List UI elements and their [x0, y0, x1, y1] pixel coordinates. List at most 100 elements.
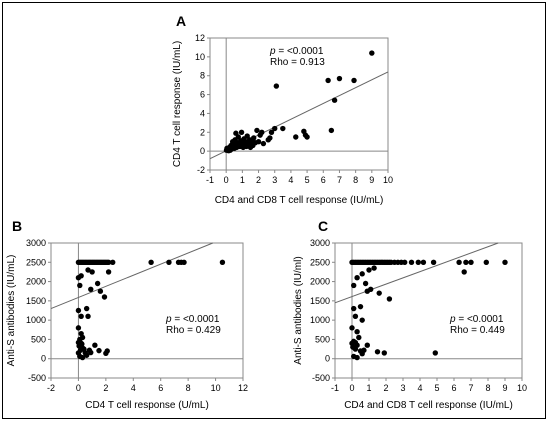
data-point: [386, 296, 393, 302]
data-point: [420, 259, 427, 265]
x-tick-label: 10: [517, 383, 527, 393]
figure-border: [2, 2, 546, 419]
y-tick-label: 2000: [26, 277, 46, 287]
data-point: [402, 259, 408, 265]
data-point: [255, 139, 262, 145]
data-point: [359, 271, 365, 277]
x-tick-label: -1: [331, 383, 339, 393]
data-point: [83, 305, 90, 312]
data-point: [293, 134, 299, 140]
data-point: [88, 349, 94, 356]
data-point: [376, 290, 382, 296]
data-point: [331, 97, 338, 103]
data-point: [369, 50, 375, 56]
data-point: [430, 259, 437, 265]
x-tick-label: 9: [369, 175, 374, 185]
rho-text: Rho = 0.913: [270, 57, 325, 68]
plot-area: [334, 242, 523, 379]
data-point: [463, 259, 469, 265]
x-tick-label: 7: [468, 383, 473, 393]
data-point: [267, 135, 273, 141]
data-point: [280, 125, 286, 132]
data-point: [75, 350, 82, 356]
data-point: [219, 259, 226, 265]
data-point: [361, 347, 367, 353]
x-tick-label: 6: [158, 383, 163, 393]
data-point: [468, 259, 474, 265]
x-tick-label: 6: [321, 175, 326, 185]
data-point: [85, 267, 91, 273]
p-symbol: p: [449, 314, 456, 325]
x-axis-title: CD4 and CD8 T cell response (IU/mL): [344, 400, 513, 411]
y-tick-label: 0: [41, 354, 46, 364]
y-tick-label: 2500: [310, 257, 330, 267]
data-point: [105, 259, 112, 265]
y-tick-label: -500: [312, 373, 330, 383]
data-point: [88, 286, 94, 292]
data-point: [356, 334, 362, 341]
p-symbol: p: [269, 46, 276, 57]
data-point: [77, 282, 83, 289]
x-tick-label: 3: [400, 383, 405, 393]
x-tick-label: 1: [240, 175, 245, 185]
x-tick-label: 5: [305, 175, 310, 185]
data-point: [415, 259, 421, 265]
data-point: [97, 288, 104, 294]
plot-area: [209, 37, 389, 171]
p-value-text: p = <0.0001: [449, 314, 504, 325]
x-tick-label: 7: [337, 175, 342, 185]
data-point: [110, 259, 116, 265]
data-point: [352, 346, 359, 352]
y-tick-label: 1500: [26, 296, 46, 306]
data-point: [325, 77, 331, 84]
x-tick-label: -1: [206, 175, 214, 185]
data-point: [238, 129, 245, 135]
y-tick-label: 500: [315, 334, 330, 344]
x-axis-title: CD4 T cell response (U/mL): [85, 400, 209, 411]
x-tick-label: 6: [451, 383, 456, 393]
y-tick-label: -2: [197, 165, 205, 175]
data-point: [78, 313, 84, 319]
regression-line: [50, 242, 214, 310]
data-point: [94, 280, 101, 287]
data-point: [92, 342, 98, 348]
data-point: [101, 294, 108, 300]
x-tick-label: 8: [186, 383, 191, 393]
y-tick-label: 0: [325, 354, 330, 364]
data-point: [349, 325, 355, 331]
panel-label: A: [176, 13, 186, 29]
p-value: = <0.0001: [276, 46, 324, 57]
rho-text: Rho = 0.449: [450, 325, 505, 336]
data-point: [351, 282, 357, 289]
y-tick-label: 2000: [310, 277, 330, 287]
x-tick-label: 4: [131, 383, 136, 393]
y-axis-title: Anti-S antibodies (IU/ml): [293, 256, 304, 364]
y-tick-label: 6: [200, 90, 205, 100]
p-symbol: p: [165, 314, 172, 325]
data-point: [354, 354, 360, 361]
data-point: [273, 83, 280, 89]
x-tick-label: 10: [383, 175, 393, 185]
panel-label: C: [318, 218, 328, 234]
data-point: [260, 140, 267, 147]
panel-label: B: [12, 218, 22, 234]
data-point: [351, 77, 357, 84]
data-point: [359, 317, 365, 323]
y-axis-title: CD4 T cell response (IU/mL): [172, 41, 183, 167]
y-axis-title: Anti-S antibodies (IU/mL): [6, 255, 17, 367]
regression-line: [334, 242, 499, 304]
data-point: [336, 75, 343, 82]
p-value-text: p = <0.0001: [165, 314, 220, 325]
data-point: [166, 259, 172, 265]
x-tick-label: 4: [417, 383, 422, 393]
p-value: = <0.0001: [172, 314, 220, 325]
y-tick-label: 3000: [310, 238, 330, 248]
y-tick-label: 1000: [26, 315, 46, 325]
data-point: [181, 259, 187, 265]
x-tick-label: 10: [211, 383, 221, 393]
data-point: [79, 354, 86, 361]
data-point: [85, 313, 91, 319]
data-point: [148, 259, 154, 265]
data-point: [432, 350, 438, 356]
